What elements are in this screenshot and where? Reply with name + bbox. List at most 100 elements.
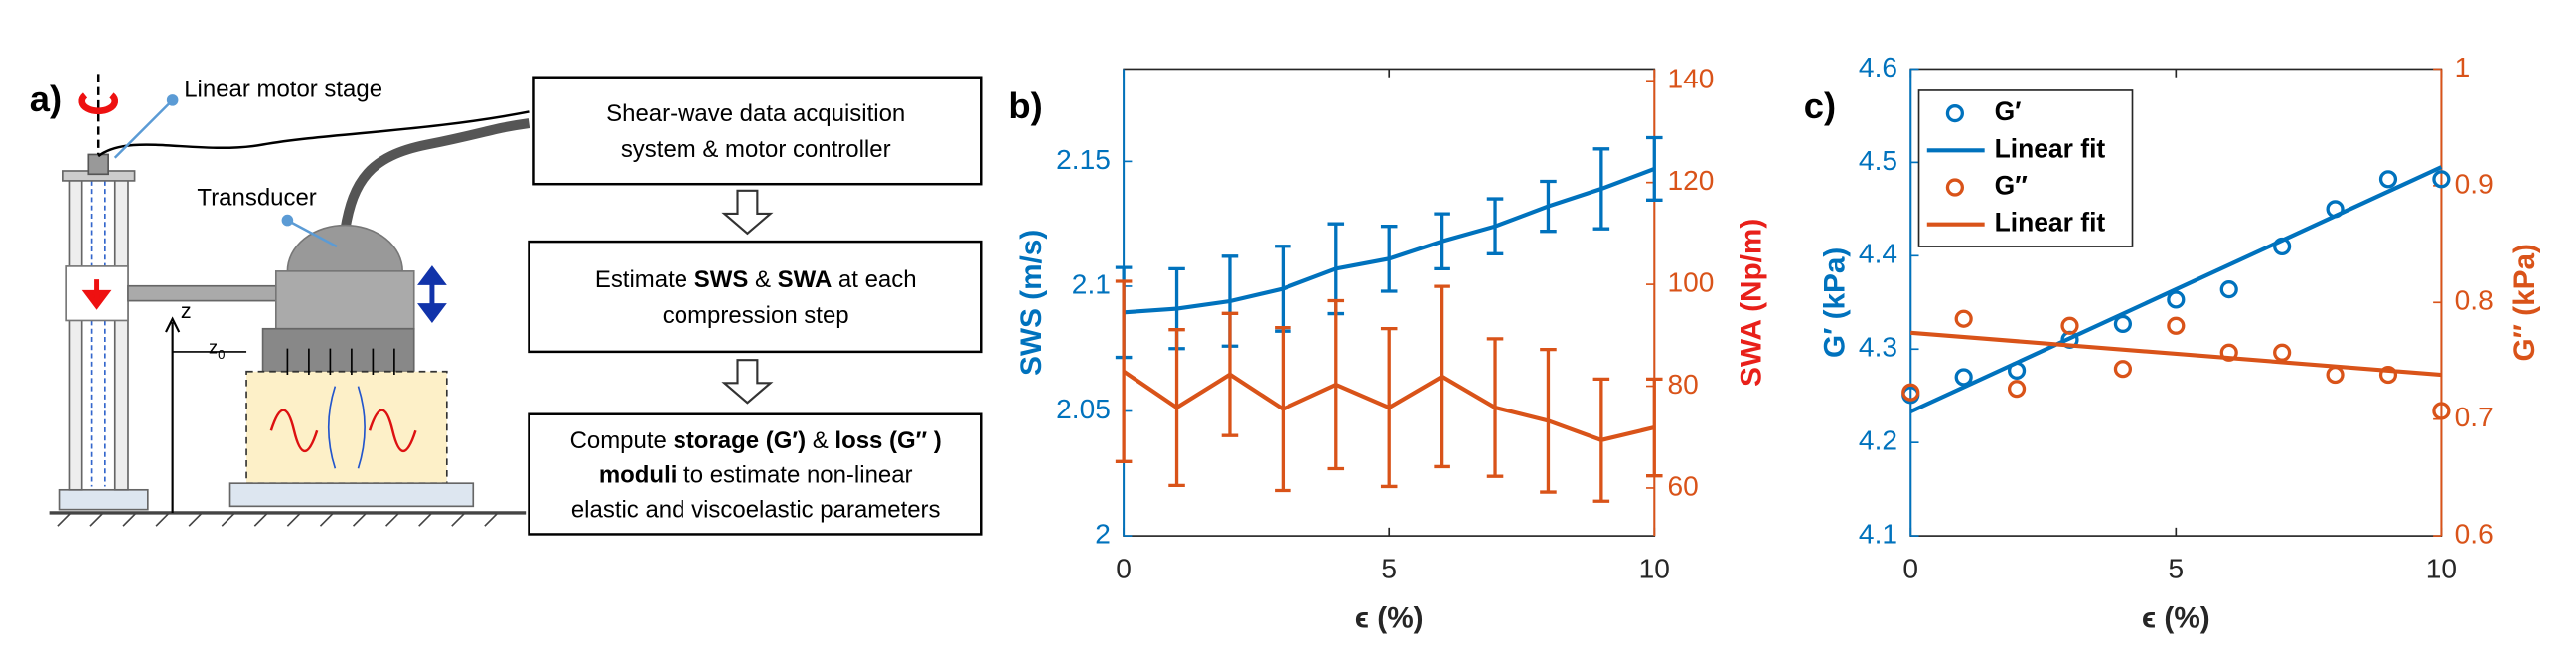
- box-text: elastic and viscoelastic parameters: [571, 497, 941, 524]
- y-tick-label: 4.6: [1859, 52, 1897, 82]
- z0-text: z: [209, 337, 218, 357]
- data-point: [2273, 343, 2292, 362]
- data-line: [1123, 166, 1656, 315]
- motor: [87, 153, 109, 176]
- box-text: compression step: [663, 302, 849, 329]
- data-point: [2007, 380, 2027, 399]
- setup-diagram: a) z z0 Linear motor stage: [30, 74, 983, 536]
- y-tick-label: 4.2: [1859, 425, 1897, 456]
- y2-axis-label: G″ (kPa): [2508, 244, 2541, 361]
- data-point: [2060, 316, 2079, 335]
- column-base: [58, 488, 149, 511]
- x-axis-label: ϵ (%): [2142, 601, 2210, 634]
- y2-tick-label: 140: [1668, 64, 1715, 94]
- x-axis-label: ϵ (%): [1355, 601, 1424, 634]
- box-text-segment: at each: [832, 266, 916, 293]
- motion-arrow: [417, 265, 447, 323]
- data-line: [1910, 330, 2442, 378]
- box-text-segment: SWA: [778, 266, 833, 293]
- y2-tick-label: 120: [1668, 165, 1715, 196]
- box-text-segment: system & motor controller: [621, 136, 891, 163]
- box-text-segment: Shear-wave data acquisition: [606, 100, 905, 127]
- x-tick-label: 0: [1116, 553, 1132, 583]
- y-tick-label: 4.5: [1859, 145, 1897, 176]
- box-text-segment: Compute: [570, 427, 674, 454]
- transducer-head: [261, 327, 415, 373]
- y2-tick-label: 80: [1668, 369, 1699, 400]
- motor-label: Linear motor stage: [184, 76, 382, 102]
- transducer-dome: [286, 224, 403, 272]
- process-box: [528, 240, 983, 354]
- beam-arrows: [286, 348, 395, 376]
- process-box: [532, 76, 983, 186]
- push-beam: [327, 386, 366, 469]
- flow-arrow: [721, 359, 774, 405]
- z-label: z: [181, 299, 192, 323]
- z0-label: z0: [209, 337, 225, 361]
- cable: [97, 110, 530, 158]
- transducer-body: [274, 270, 415, 330]
- data-line: [1122, 369, 1655, 442]
- column-post: [113, 176, 129, 491]
- box-text-segment: storage (G′): [674, 427, 807, 454]
- y2-tick-label: 0.8: [2455, 285, 2494, 316]
- box-text-segment: Estimate: [595, 266, 694, 293]
- column-post: [68, 176, 83, 491]
- y-axis-label: SWS (m/s): [1015, 230, 1048, 376]
- box-text-segment: SWS: [694, 266, 749, 293]
- box-text-segment: &: [806, 427, 834, 454]
- flow-arrow: [721, 189, 774, 236]
- data-point: [2219, 280, 2238, 299]
- box-text-segment: &: [748, 266, 777, 293]
- legend-marker: [1945, 104, 1964, 123]
- transducer-label: Transducer: [197, 184, 316, 211]
- box-text: Shear-wave data acquisition: [606, 100, 905, 127]
- y2-tick-label: 0.9: [2455, 168, 2494, 199]
- data-point: [2326, 365, 2345, 385]
- y-tick-label: 4.3: [1859, 332, 1897, 363]
- panel-label: b): [1008, 85, 1042, 126]
- box-text: Estimate SWS & SWA at each: [595, 266, 917, 293]
- data-point: [2432, 170, 2451, 189]
- box-text-segment: compression step: [663, 302, 849, 329]
- x-tick-label: 10: [2426, 553, 2457, 583]
- x-tick-label: 10: [1639, 553, 1670, 583]
- box-text: Compute storage (G′) & loss (G″ ): [570, 427, 942, 454]
- x-tick-label: 0: [1902, 553, 1918, 583]
- data-line: [1909, 165, 2443, 414]
- data-point: [2113, 314, 2133, 333]
- panel-label: a): [30, 79, 62, 119]
- data-point: [2167, 316, 2186, 335]
- data-point: [2378, 170, 2398, 189]
- down-arrow: [81, 279, 112, 310]
- y-tick-label: 2.15: [1056, 144, 1111, 175]
- process-box: [528, 412, 983, 536]
- shear-waves: [269, 409, 417, 452]
- y-axis-label: G′ (kPa): [1819, 247, 1852, 358]
- ground-hatch: [57, 512, 499, 527]
- box-text: system & motor controller: [621, 136, 891, 163]
- y2-tick-label: 60: [1668, 470, 1699, 501]
- legend-label: Linear fit: [1995, 208, 2106, 238]
- legend-label: G″: [1995, 171, 2029, 201]
- y2-tick-label: 0.6: [2455, 519, 2494, 550]
- x-tick-label: 5: [1381, 553, 1397, 583]
- legend-marker: [1945, 178, 1964, 197]
- y2-tick-label: 100: [1668, 267, 1715, 298]
- legend-label: Linear fit: [1995, 133, 2106, 163]
- data-point: [1954, 368, 1973, 387]
- data-point: [1954, 309, 1973, 328]
- y-tick-label: 4.1: [1859, 519, 1897, 550]
- transducer-cable: [340, 118, 530, 232]
- x-tick-label: 5: [2169, 553, 2185, 583]
- data-point: [2167, 290, 2186, 309]
- legend-label: G′: [1995, 96, 2022, 126]
- y-tick-label: 4.4: [1859, 239, 1897, 269]
- y2-tick-label: 0.7: [2455, 402, 2494, 432]
- data-point: [2378, 365, 2398, 385]
- box-text-segment: loss (G″ ): [834, 427, 941, 454]
- y-tick-label: 2.05: [1056, 394, 1111, 424]
- y2-axis-label: SWA (Np/m): [1735, 219, 1767, 387]
- z-axis: [165, 316, 181, 513]
